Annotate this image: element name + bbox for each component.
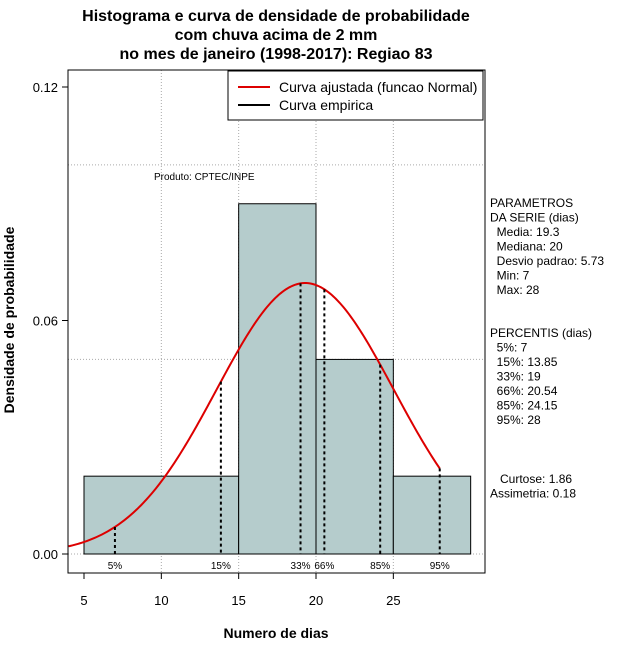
parameters-text: Desvio padrao: 5.73 — [490, 254, 604, 268]
normal-curve — [68, 282, 441, 548]
parameters-text: Max: 28 — [490, 283, 540, 297]
x-tick-label: 15 — [231, 593, 245, 608]
percentile-label: 66% — [314, 561, 334, 572]
parameters-text: PARAMETROS — [490, 196, 573, 210]
y-tick-label: 0.06 — [33, 314, 58, 329]
title-line: no mes de janeiro (1998-2017): Regiao 83 — [119, 46, 432, 63]
parameters-text: DA SERIE (dias) — [490, 211, 579, 225]
stats-extra-text: Assimetria: 0.18 — [490, 487, 576, 501]
histogram-bins — [83, 203, 472, 555]
x-axis: 5 10 15 20 25 Numero de dias — [80, 573, 401, 641]
parameters-text: Min: 7 — [490, 269, 530, 283]
histogram-bar — [315, 358, 394, 555]
y-tick-label: 0.12 — [33, 80, 58, 95]
histogram-bar — [83, 475, 240, 555]
histogram-bar — [238, 203, 317, 555]
percentile-label: 15% — [211, 561, 231, 572]
x-axis-title: Numero de dias — [223, 625, 328, 641]
title-line: com chuva acima de 2 mm — [175, 27, 378, 44]
y-tick-label: 0.00 — [33, 547, 58, 562]
legend: Curva ajustada (funcao Normal) Curva empi… — [227, 70, 484, 121]
x-tick-label: 10 — [154, 593, 168, 608]
percentiles-text: 15%: 13.85 — [490, 355, 558, 369]
plot-frame — [67, 69, 486, 574]
percentile-label: 95% — [430, 561, 450, 572]
title-line: Histograma e curva de densidade de proba… — [82, 8, 470, 25]
percentiles-text: PERCENTIS (dias) — [490, 326, 592, 340]
parameters-text: Mediana: 20 — [490, 240, 563, 254]
legend-label: Curva ajustada (funcao Normal) — [279, 79, 477, 95]
parameters-text: Media: 19.3 — [490, 225, 560, 239]
percentile-label: 5% — [108, 561, 123, 572]
percentiles-text: 33%: 19 — [490, 370, 541, 384]
percentiles-text: 5%: 7 — [490, 341, 528, 355]
stats-extra-text: Curtose: 1.86 — [490, 472, 572, 486]
product-annotation: Produto: CPTEC/INPE — [154, 172, 255, 183]
x-tick-label: 20 — [309, 593, 323, 608]
x-tick-label: 25 — [386, 593, 400, 608]
y-axis-title: Densidade de probabilidade — [1, 226, 17, 413]
percentiles-text: 85%: 24.15 — [490, 399, 558, 413]
percentile-label: 33% — [291, 561, 311, 572]
x-tick-label: 5 — [80, 593, 87, 608]
percentile-lines: 5% 15% 33% 66% 85% 95% — [108, 283, 450, 572]
percentiles-text: 95%: 28 — [490, 413, 541, 427]
plot-border — [67, 69, 486, 574]
legend-box — [227, 70, 484, 121]
y-axis: 0.00 0.06 0.12 Densidade de probabilidade — [1, 80, 68, 562]
percentiles-text: 66%: 20.54 — [490, 384, 558, 398]
chart-title: Histograma e curva de densidade de proba… — [82, 8, 470, 63]
legend-label: Curva empirica — [279, 97, 373, 113]
annotation: Produto: CPTEC/INPE — [154, 172, 255, 183]
histogram-bar — [392, 475, 472, 555]
percentile-label: 85% — [370, 561, 390, 572]
normal-curve-line — [68, 282, 441, 548]
